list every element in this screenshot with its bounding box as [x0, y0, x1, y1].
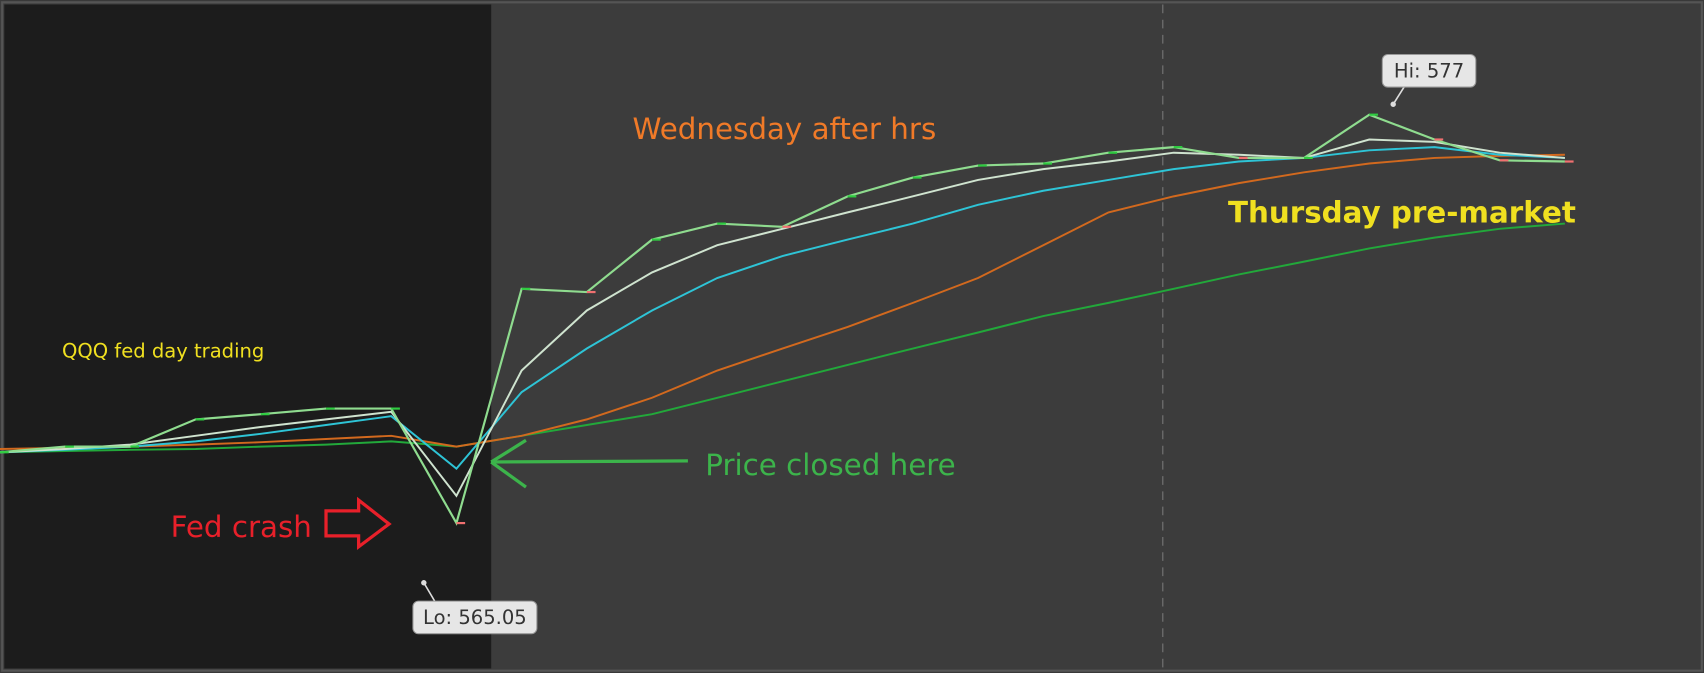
extreme-label: Hi: 577	[1394, 59, 1464, 82]
annotation: Fed crash	[171, 510, 312, 544]
annotation: Thursday pre-market	[1228, 196, 1576, 230]
moving-average	[0, 153, 1565, 450]
extreme-label: Lo: 565.05	[423, 606, 527, 629]
annotation: QQQ fed day trading	[62, 340, 264, 363]
annotation: Wednesday after hrs	[632, 112, 936, 146]
extreme-point	[421, 580, 427, 586]
extreme-pointer	[1392, 86, 1405, 105]
moving-average	[0, 222, 1565, 454]
annotation: Price closed here	[705, 448, 955, 482]
extreme-pointer	[423, 582, 436, 602]
extreme-badge	[412, 600, 538, 635]
session-shade	[4, 4, 492, 669]
red-arrow	[324, 496, 392, 551]
extreme-badge	[1381, 53, 1477, 88]
green-arrow	[490, 438, 688, 489]
extreme-point	[1390, 101, 1396, 107]
